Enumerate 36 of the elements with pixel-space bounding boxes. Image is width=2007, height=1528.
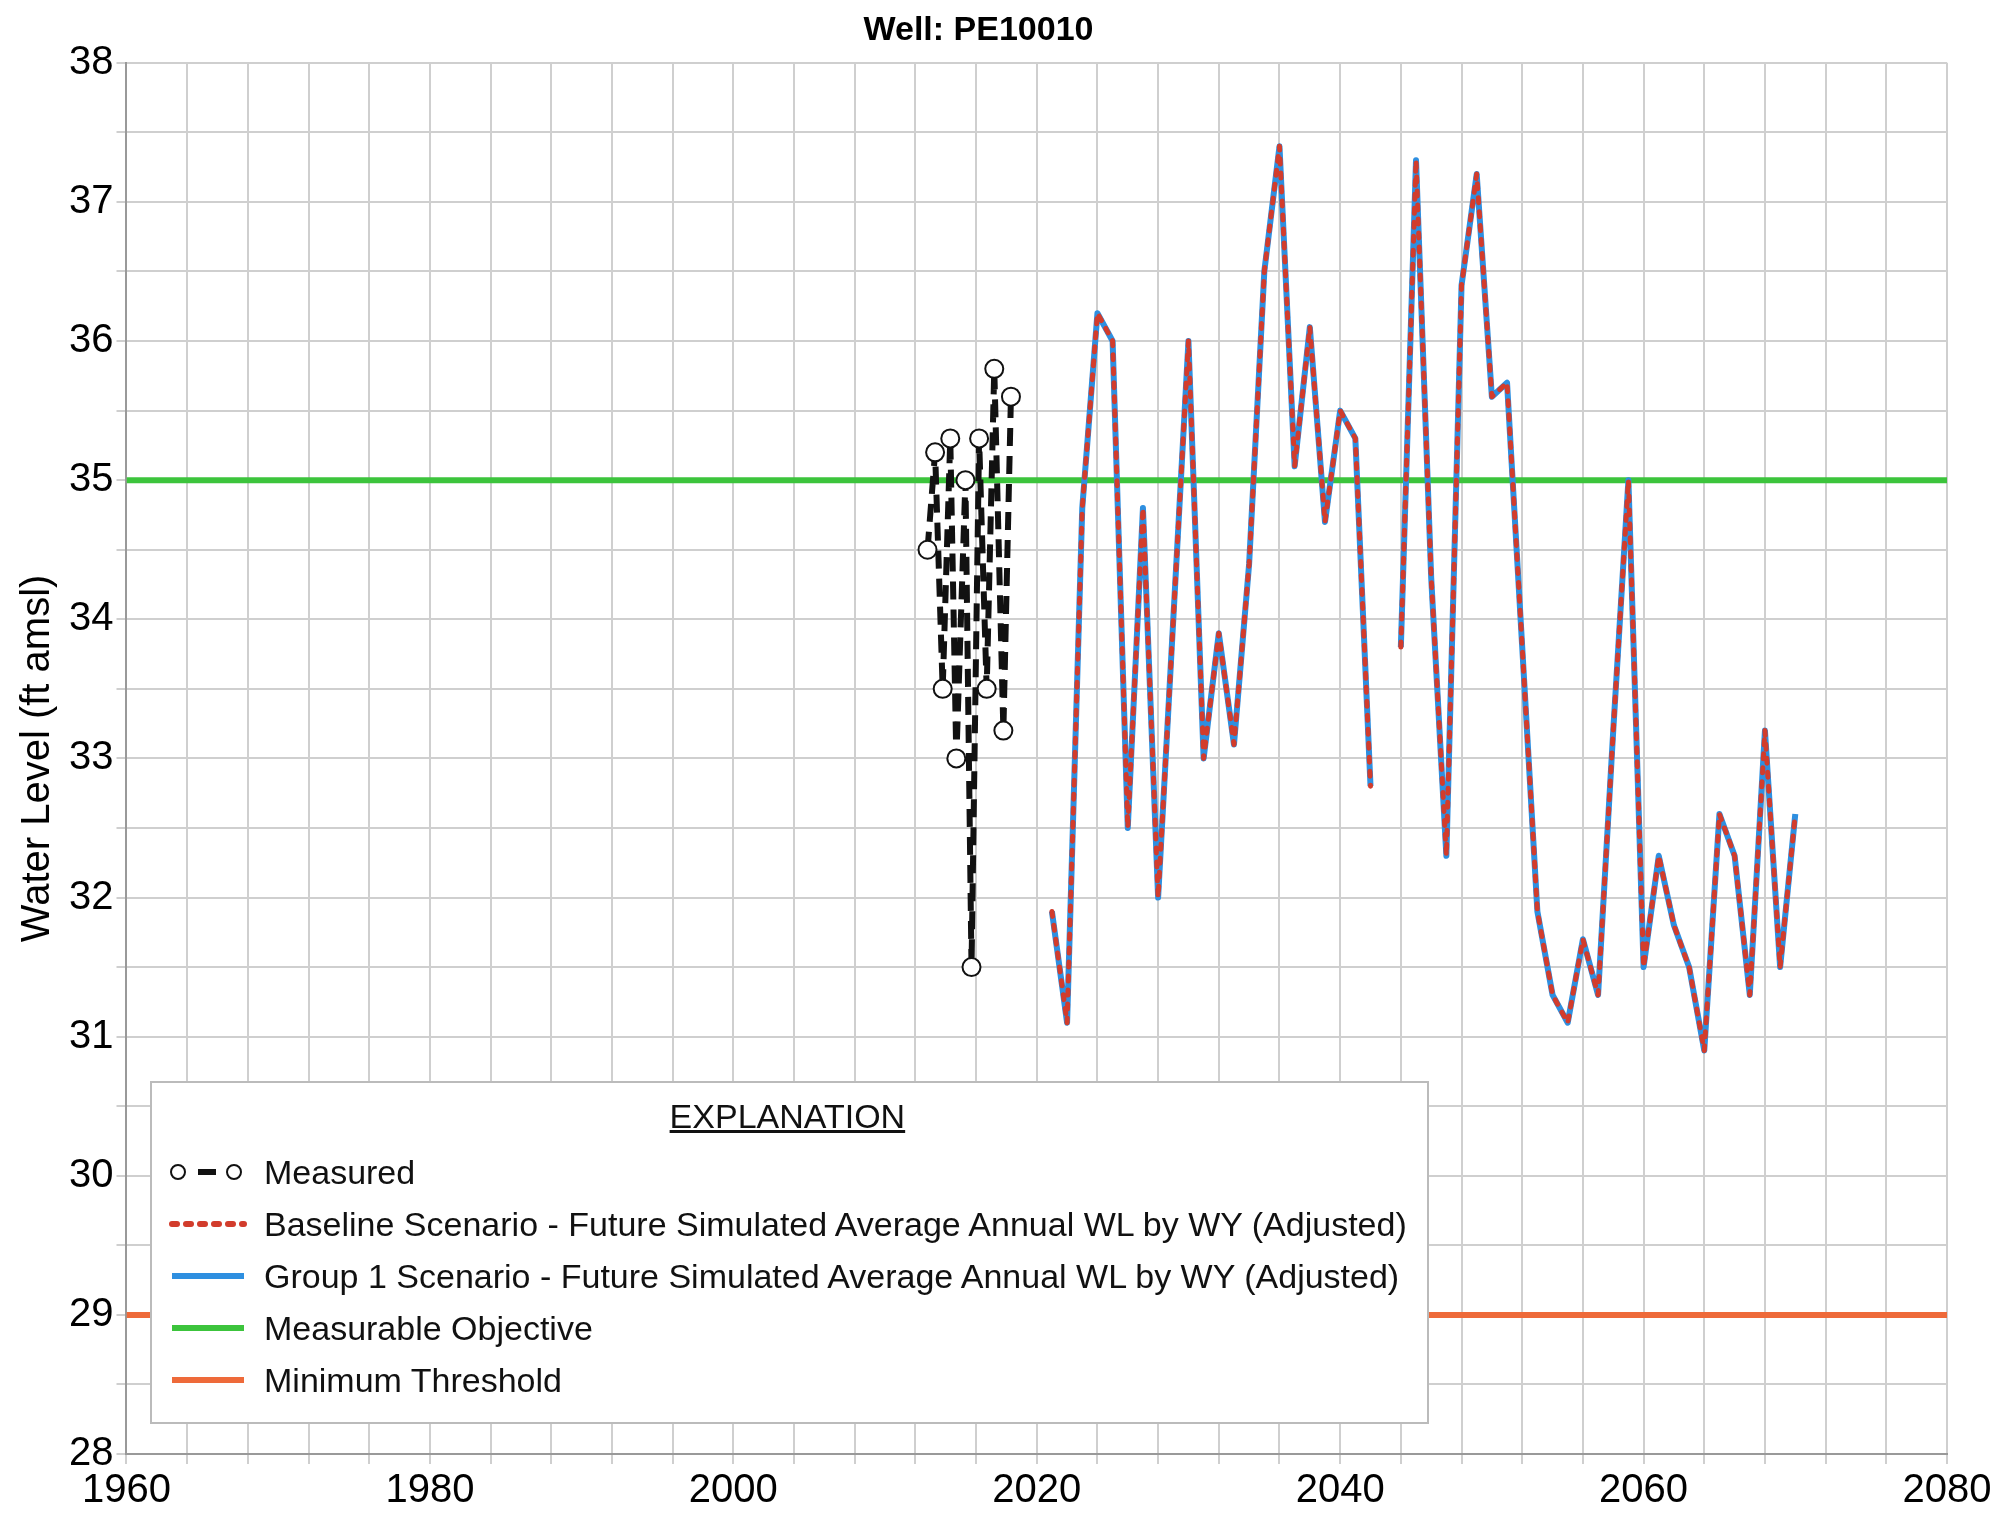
point xyxy=(940,428,961,449)
x-tick-label: 2040 xyxy=(1295,1466,1385,1511)
legend-label: Baseline Scenario - Future Simulated Average Annual WL by WY (Adjusted) xyxy=(264,1204,1407,1244)
legend-label: Group 1 Scenario - Future Simulated Average Annual WL by WY (Adjusted) xyxy=(264,1256,1400,1296)
y-tick-label: 38 xyxy=(68,37,114,82)
legend-label: Measured xyxy=(264,1152,416,1192)
point xyxy=(946,748,967,769)
chart-title: Well: PE10010 xyxy=(863,8,1094,47)
y-tick-label: 34 xyxy=(68,594,114,639)
point xyxy=(932,678,953,699)
x-tick-label: 1980 xyxy=(385,1466,475,1511)
y-tick-label: 32 xyxy=(68,872,114,917)
y-tick-label: 33 xyxy=(68,733,114,778)
y-tick-label: 36 xyxy=(68,316,114,361)
y-tick-label: 37 xyxy=(68,176,114,221)
point xyxy=(976,678,997,699)
legend-label: Measurable Objective xyxy=(264,1308,593,1348)
point xyxy=(969,428,990,449)
x-tick-label: 2020 xyxy=(992,1466,1082,1511)
legend-label: Minimum Threshold xyxy=(264,1360,562,1400)
y-tick-label: 35 xyxy=(68,455,114,500)
point xyxy=(925,442,946,463)
x-tick-label: 2060 xyxy=(1599,1466,1689,1511)
y-axis-title: Water Level (ft amsl) xyxy=(13,574,58,943)
y-tick-label: 31 xyxy=(68,1011,114,1056)
point xyxy=(917,539,938,560)
y-tick-label: 29 xyxy=(68,1289,114,1334)
x-tick-label: 2000 xyxy=(688,1466,778,1511)
x-tick-label: 2080 xyxy=(1902,1466,1992,1511)
legend-title: EXPLANATION xyxy=(668,1097,907,1136)
point xyxy=(961,957,982,978)
point xyxy=(1000,386,1021,407)
y-tick-label: 30 xyxy=(68,1150,114,1195)
point xyxy=(993,720,1014,741)
point xyxy=(955,470,976,491)
point xyxy=(984,358,1005,379)
